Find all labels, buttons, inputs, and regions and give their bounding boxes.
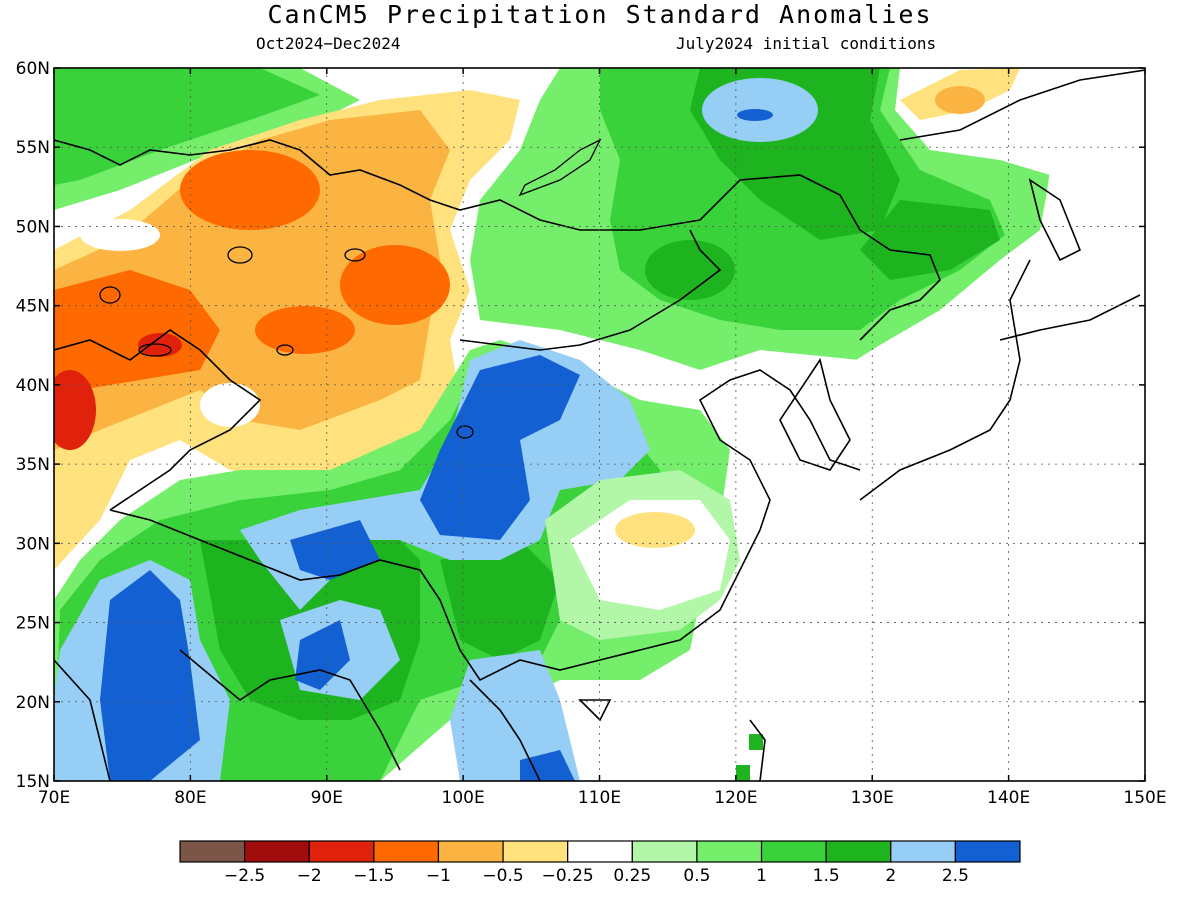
colorbar-swatch [954, 840, 1021, 863]
lon-tick-label: 130E [851, 788, 894, 808]
colorbar-label: 1.5 [813, 866, 840, 886]
colorbar-label: 2.5 [942, 866, 969, 886]
dry-cell-dzungaria [340, 245, 450, 325]
colorbar-swatch [696, 840, 763, 863]
colorbar-swatch [567, 840, 633, 863]
colorbar-swatch [890, 840, 956, 863]
lon-tick-label: 80E [174, 788, 206, 808]
colorbar-label: 2 [885, 866, 896, 886]
axis-ticks: 70E 80E 90E 100E 110E 120E 130E 140E 150E 60N 55N 5… [16, 59, 1167, 808]
dry-cell-tianshan [255, 306, 355, 354]
wet-cell-north-mongolia-core [737, 109, 773, 121]
lat-tick-label: 60N [16, 59, 50, 79]
lon-tick-label: 100E [442, 788, 485, 808]
colorbar-swatch [437, 840, 504, 863]
very-wet-zone-core-east-tibet [420, 355, 580, 540]
lat-tick-label: 45N [16, 297, 50, 317]
colorbar-swatch [244, 840, 310, 863]
wet-cell-inner-mongolia [645, 240, 735, 300]
colorbar-label: −0.5 [482, 866, 523, 886]
neutral-kazakh-north [80, 219, 160, 251]
anomaly-field [54, 68, 1145, 781]
colorbar-label: 0.25 [613, 866, 651, 886]
lat-tick-label: 40N [16, 376, 50, 396]
dry-cell-kazakhstan [180, 150, 320, 230]
lat-tick-label: 15N [16, 772, 50, 792]
very-wet-zone-core-indochina [520, 750, 575, 781]
dry-cell-west-extreme [54, 370, 96, 450]
lat-tick-label: 20N [16, 693, 50, 713]
map-title: CanCM5 Precipitation Standard Anomalies [267, 0, 933, 29]
colorbar-swatch [308, 840, 375, 863]
colorbar-swatch [631, 840, 698, 863]
colorbar-label: 0.5 [683, 866, 710, 886]
colorbar-label: −0.25 [542, 866, 594, 886]
dry-cell-okhotsk [935, 86, 985, 114]
neutral-tarim [200, 383, 260, 427]
dry-cell-west-tianshan [54, 270, 220, 400]
dry-cell-southeast-china [615, 512, 695, 548]
colorbar-swatch [373, 840, 440, 863]
wet-zone-siberia-west-core [54, 68, 320, 185]
colorbar-label: −1.5 [353, 866, 394, 886]
lon-tick-label: 110E [578, 788, 621, 808]
wet-zone-southwest-china [440, 540, 560, 660]
lake-outlines [99, 138, 602, 439]
initial-conditions: July2024 initial conditions [676, 34, 937, 53]
wet-zone-manchuria-strong [860, 200, 1000, 280]
colorbar-label: −1 [426, 866, 451, 886]
colorbar-label: 1 [756, 866, 767, 886]
very-wet-zone-indochina [450, 650, 580, 781]
colorbar-swatch [825, 840, 892, 863]
lat-tick-label: 25N [16, 614, 50, 634]
colorbar-label: −2.5 [224, 866, 265, 886]
lat-tick-label: 55N [16, 138, 50, 158]
wet-cell-taiwan [749, 734, 763, 750]
lat-tick-label: 50N [16, 217, 50, 237]
lat-tick-label: 30N [16, 534, 50, 554]
colorbar-swatch [760, 840, 827, 863]
wet-cell-philippines [736, 765, 750, 781]
lon-tick-label: 140E [987, 788, 1030, 808]
lon-tick-label: 70E [38, 788, 70, 808]
colorbar: −2.5 −2 −1.5 −1 −0.5 −0.25 0.25 0.5 1 1.5 2 2.5 [179, 840, 1021, 886]
colorbar-label: −2 [297, 866, 322, 886]
coastlines-and-borders [54, 69, 1145, 781]
colorbar-swatch [179, 840, 246, 863]
lat-tick-label: 35N [16, 455, 50, 475]
neutral-zone-east [700, 68, 1145, 781]
lon-tick-label: 90E [311, 788, 343, 808]
forecast-period: Oct2024−Dec2024 [256, 34, 401, 53]
lon-tick-label: 150E [1123, 788, 1166, 808]
lon-tick-label: 120E [714, 788, 757, 808]
colorbar-swatch [502, 840, 569, 863]
very-wet-zone-core-himalaya [290, 520, 380, 580]
